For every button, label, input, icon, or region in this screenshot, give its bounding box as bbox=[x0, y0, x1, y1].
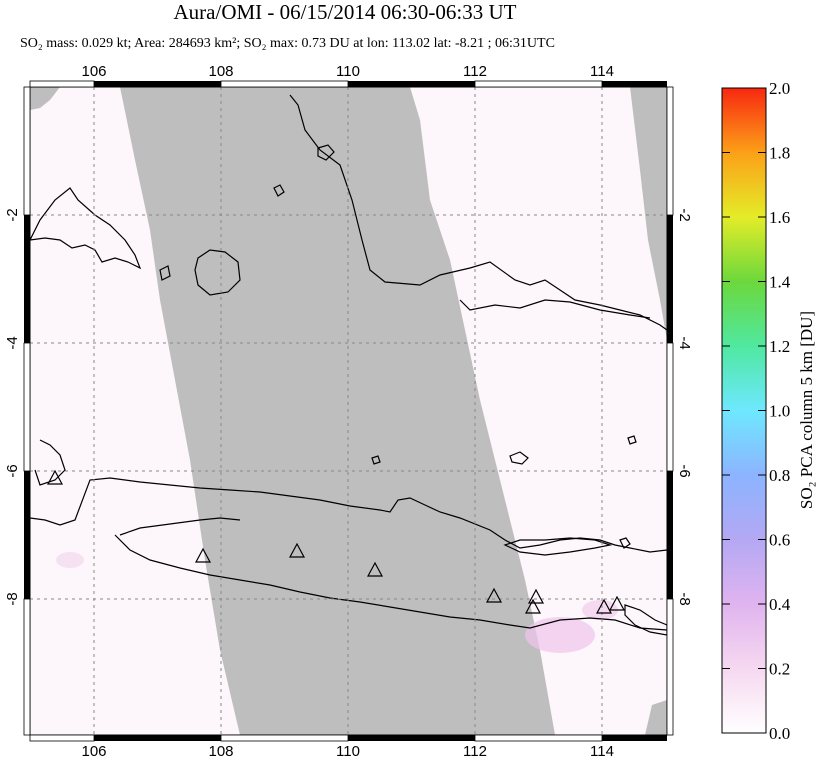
volcano-marker bbox=[46, 469, 64, 485]
volcano-marker bbox=[595, 598, 613, 614]
colorbar-tick-label: 1.6 bbox=[769, 208, 790, 227]
lat-tick-right: -6 bbox=[676, 464, 693, 477]
colorbar-tick-label: 2.0 bbox=[769, 79, 790, 98]
border-bars bbox=[23, 80, 674, 742]
lat-tick-left: -6 bbox=[4, 464, 21, 477]
lon-tick-bottom: 110 bbox=[336, 743, 360, 759]
lat-tick-right: -2 bbox=[676, 208, 693, 221]
colorbar-ticks: 2.0 1.8 1.6 1.4 1.2 1.0 0.8 0.6 0.4 0.2 0.0 bbox=[722, 79, 791, 743]
lon-tick-bottom: 114 bbox=[590, 743, 614, 759]
lon-tick-top: 106 bbox=[81, 63, 106, 80]
map-subtitle: SO₂ mass: 0.029 kt; Area: 284693 km²; SO… bbox=[20, 36, 555, 51]
volcano-markers bbox=[46, 469, 626, 614]
colorbar-tick-label: 1.4 bbox=[769, 273, 791, 292]
map-area bbox=[30, 87, 667, 735]
colorbar-tick-label: 0.8 bbox=[769, 466, 790, 485]
colorbar-tick-label: 1.0 bbox=[769, 402, 790, 421]
graticule bbox=[30, 87, 667, 735]
no-data-swath-right bbox=[630, 87, 667, 340]
no-data-swath-corner bbox=[30, 87, 60, 110]
so2-signal bbox=[56, 552, 84, 568]
volcano-marker bbox=[527, 588, 545, 604]
volcano-marker bbox=[366, 561, 384, 577]
lat-tick-right: -4 bbox=[676, 336, 693, 349]
volcano-marker bbox=[608, 595, 626, 611]
lon-tick-bottom: 106 bbox=[81, 743, 106, 759]
lon-tick-top: 110 bbox=[336, 63, 360, 80]
colorbar-label: SO₂ PCA column 5 km [DU] bbox=[797, 311, 816, 509]
colorbar-tick-label: 1.8 bbox=[769, 144, 790, 163]
colorbar-tick-label: 1.2 bbox=[769, 337, 790, 356]
no-data-swath bbox=[120, 87, 555, 735]
lon-tick-bottom: 112 bbox=[463, 743, 487, 759]
lon-tick-top: 114 bbox=[590, 63, 614, 80]
volcano-marker bbox=[288, 542, 306, 558]
colorbar-tick-label: 0.4 bbox=[769, 595, 791, 614]
so2-signal bbox=[525, 617, 595, 653]
so2-signal bbox=[582, 600, 618, 620]
volcano-marker bbox=[194, 547, 212, 563]
lat-tick-left: -4 bbox=[4, 336, 21, 349]
no-data-swath-bottom bbox=[645, 700, 667, 735]
lat-tick-left: -2 bbox=[4, 208, 21, 221]
volcano-marker bbox=[485, 587, 503, 603]
lon-tick-bottom: 108 bbox=[208, 743, 233, 759]
colorbar-tick-label: 0.6 bbox=[769, 531, 790, 550]
lat-tick-right: -8 bbox=[676, 592, 693, 605]
lon-tick-top: 108 bbox=[208, 63, 233, 80]
lat-tick-left: -8 bbox=[4, 592, 21, 605]
colorbar-tick-label: 0.2 bbox=[769, 660, 790, 679]
lon-tick-top: 112 bbox=[463, 63, 487, 80]
volcano-marker bbox=[524, 598, 542, 614]
colorbar-tick-label: 0.0 bbox=[769, 724, 790, 743]
map-title: Aura/OMI - 06/15/2014 06:30-06:33 UT bbox=[173, 0, 517, 24]
coastlines bbox=[30, 94, 667, 636]
